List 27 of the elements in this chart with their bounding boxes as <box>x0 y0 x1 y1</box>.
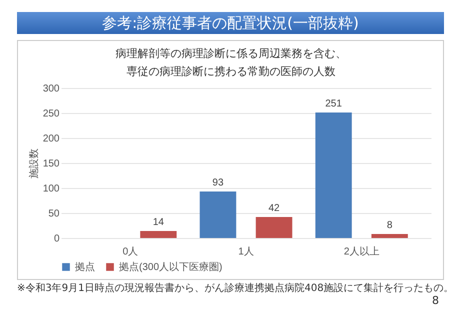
text: 8 <box>432 294 439 307</box>
y-tick-label: 50 <box>48 208 60 220</box>
bar <box>256 217 292 238</box>
data-label: 42 <box>268 203 280 214</box>
data-label: 251 <box>325 98 342 110</box>
x-tick-label: 0人 <box>122 246 138 258</box>
y-tick-label: 300 <box>42 84 60 94</box>
text: ※令和3年9月1日時点の現況報告書から、がん診療連携拠点病院408施設にて集計を行ったもの。 <box>17 282 454 295</box>
y-tick-label: 100 <box>42 184 60 194</box>
legend-label: 拠点 <box>75 261 95 273</box>
bar <box>200 192 236 238</box>
y-tick-label: 200 <box>42 134 60 144</box>
data-label: 8 <box>386 220 393 231</box>
bar <box>140 231 177 238</box>
chart-title: 参考:診療従事者の配置状況(一部抜粋) <box>17 12 444 34</box>
y-tick-label: 150 <box>42 158 60 170</box>
bar <box>315 112 352 238</box>
y-tick-label: 0 <box>54 234 60 244</box>
x-tick-label: 2人以上 <box>344 246 380 258</box>
y-tick-label: 250 <box>42 108 60 120</box>
legend-label: 拠点(300人以下医療圏) <box>119 261 222 273</box>
data-label: 14 <box>152 217 164 228</box>
y-axis-title: 施設数 <box>28 148 40 178</box>
chart-subtitle: 病理解剖等の病理診断に係る周辺業務を含む、専従の病理診断に携わる常勤の医師の人数 <box>114 46 348 80</box>
data-label: 93 <box>212 178 224 188</box>
bar <box>371 234 408 238</box>
x-tick-label: 1人 <box>238 246 254 258</box>
